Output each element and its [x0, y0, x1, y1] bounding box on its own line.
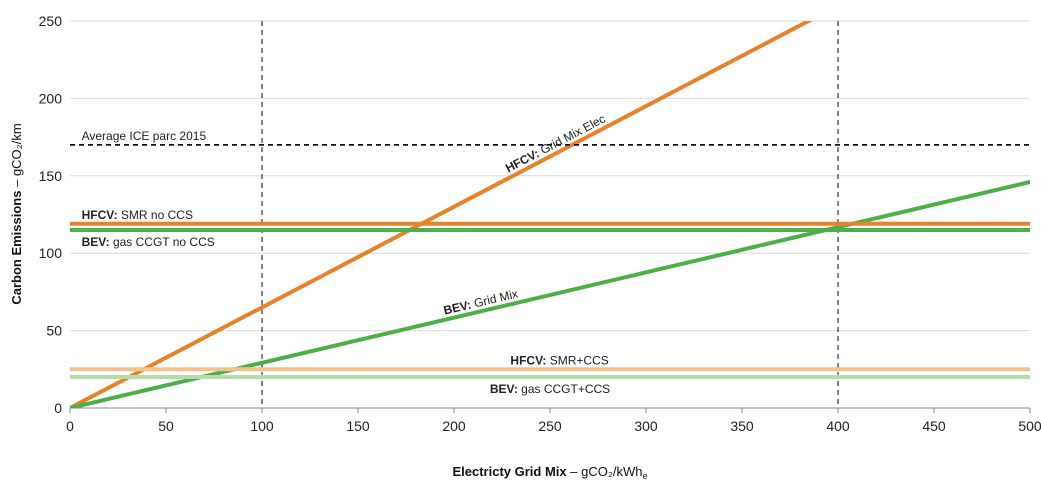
series-label-bev_grid-bold: BEV: [442, 298, 472, 318]
series-label-hfcv_smr-bold: HFCV: [82, 208, 118, 222]
y-tick-label-250: 250 [39, 13, 63, 29]
y-tick-label-150: 150 [39, 168, 63, 184]
x-tick-label-300: 300 [634, 418, 658, 434]
x-tick-label-150: 150 [346, 418, 370, 434]
y-axis-title: Carbon Emissions – gCO₂/km [9, 123, 24, 304]
series-label-bev_ccgt_ccs-text: gas CCGT+CCS [518, 382, 610, 396]
series-line-bev_grid [70, 179, 1030, 408]
y-axis-title-bold: Carbon Emissions [9, 191, 24, 305]
series-label-bev_ccgt_ccs: BEV: gas CCGT+CCS [490, 382, 610, 396]
y-tick-label-0: 0 [54, 400, 62, 416]
series-label-hfcv_smr: HFCV: SMR no CCS [82, 208, 193, 222]
x-tick-label-500: 500 [1018, 418, 1041, 434]
vertical-marker-layer [261, 21, 839, 408]
series-label-bev_ccgt_ccs-bold: BEV: [490, 382, 518, 396]
x-tick-label-0: 0 [66, 418, 74, 434]
x-tick-label-250: 250 [538, 418, 562, 434]
series-label-hfcv_smr_ccs-bold: HFCV: [510, 353, 546, 367]
series-label-hfcv_smr-text: SMR no CCS [118, 208, 193, 222]
series-label-hfcv_grid-text: Grid Mix Elec [535, 112, 608, 159]
x-tick-label-400: 400 [826, 418, 850, 434]
x-axis-title-unit: – gCO₂/kWh [567, 464, 643, 479]
series-label-bev_ccgt-text: gas CCGT no CCS [110, 235, 215, 249]
series-label-hfcv_smr_ccs: HFCV: SMR+CCS [510, 353, 608, 367]
series-layer [70, 21, 1030, 408]
series-label-bev_ccgt-bold: BEV: [82, 235, 110, 249]
y-tick-label-100: 100 [39, 245, 63, 261]
x-tick-label-450: 450 [922, 418, 946, 434]
x-tick-label-200: 200 [442, 418, 466, 434]
series-line-hfcv_grid [70, 21, 813, 408]
x-axis-title-bold: Electricty Grid Mix [452, 464, 567, 479]
series-label-avg_ice: Average ICE parc 2015 [82, 129, 207, 143]
x-tick-label-50: 50 [158, 418, 174, 434]
series-label-bev_ccgt: BEV: gas CCGT no CCS [82, 235, 215, 249]
y-axis-title-unit: – gCO₂/km [9, 123, 24, 190]
y-tick-label-200: 200 [39, 90, 63, 106]
series-label-avg_ice-text: Average ICE parc 2015 [82, 129, 207, 143]
x-tick-label-100: 100 [250, 418, 274, 434]
x-axis-title: Electricty Grid Mix – gCO₂/kWhe [452, 464, 647, 481]
series-label-hfcv_smr_ccs-text: SMR+CCS [546, 353, 608, 367]
x-axis-title-subscript: e [642, 471, 647, 481]
tick-layer: 0 50 100 150 200 250 0 50 100 150 200 250 300 350 400 4… [39, 13, 1041, 434]
series-label-hfcv_grid: HFCV: Grid Mix Elec [503, 112, 608, 176]
x-tick-label-350: 350 [730, 418, 754, 434]
y-tick-label-50: 50 [46, 323, 62, 339]
